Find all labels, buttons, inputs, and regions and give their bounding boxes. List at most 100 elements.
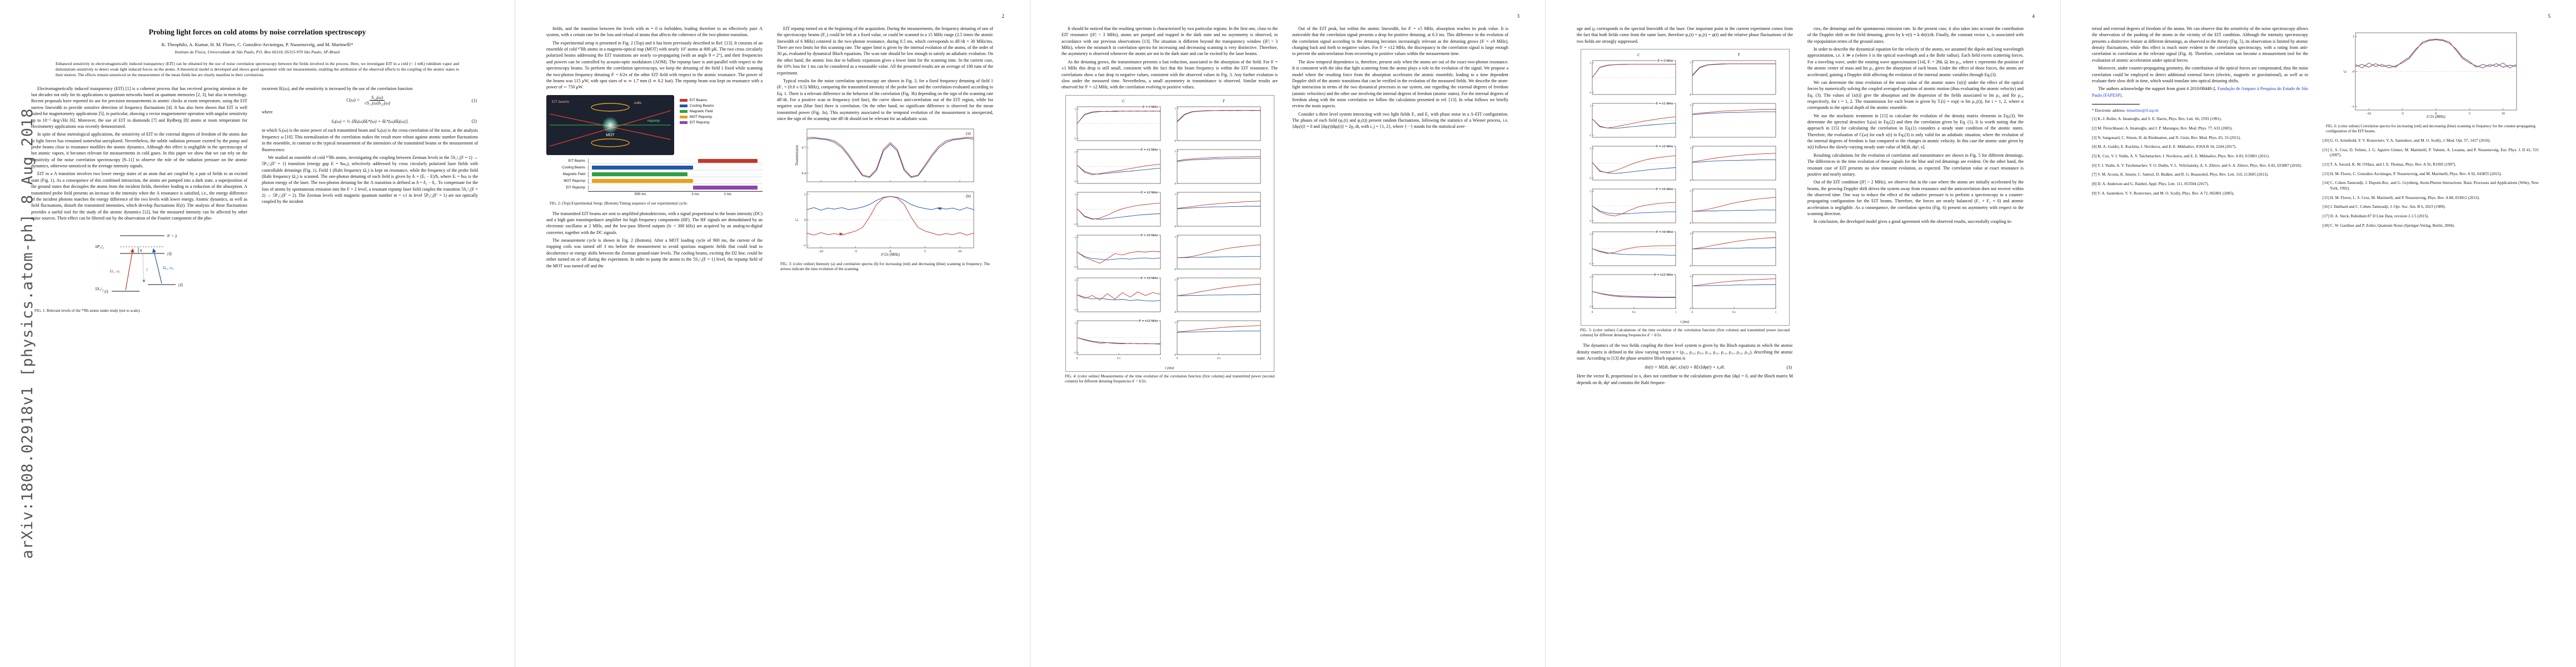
paragraph: cies, the detunings and the spontaneous … bbox=[1807, 26, 2024, 44]
timing-time-axis: 900 ms 3 ms 1 ms bbox=[588, 191, 763, 199]
figure-4: C T -1 1 δ′ = 0 MHz 0 1 -1 1 δ′ = ±1 MHz 0 1 -1 1 δ′ =… bbox=[1062, 94, 1278, 384]
time-axis-label: t (ms) bbox=[1680, 320, 1690, 325]
paragraph: Electromagnetically induced transparency… bbox=[31, 86, 247, 129]
svg-text:1: 1 bbox=[1074, 280, 1076, 282]
mini-panel: -1 1 δ′ = ±1 MHz bbox=[1068, 147, 1164, 188]
repump-label: repump bbox=[647, 119, 660, 123]
svg-text:0: 0 bbox=[1690, 265, 1691, 268]
svg-text:1: 1 bbox=[1174, 107, 1176, 110]
svg-text:Transmission: Transmission bbox=[795, 145, 799, 166]
svg-text:0: 0 bbox=[1691, 311, 1693, 314]
manifold-p-label: 5P₃/₂ bbox=[95, 244, 104, 249]
time-label: 900 ms bbox=[635, 192, 646, 196]
detuning-label: δ′ = ±12 MHz bbox=[1653, 273, 1674, 277]
svg-text:1: 1 bbox=[2353, 35, 2354, 38]
paragraph: age and γᵢⱼ corresponds to the spectral … bbox=[1577, 26, 1793, 44]
time-axis-label: t (ms) bbox=[1165, 366, 1174, 370]
svg-text:1: 1 bbox=[1775, 311, 1776, 314]
correlation-vs-time-panel: -1 1 bbox=[1588, 60, 1676, 95]
eq1-lhs: C(ω) = bbox=[346, 97, 361, 103]
acknowledgments: The authors acknowledge the support from… bbox=[2092, 86, 2308, 98]
svg-text:-1: -1 bbox=[1073, 138, 1076, 141]
legend-color-chip bbox=[680, 115, 687, 118]
timing-row-label: EIT Repump bbox=[566, 186, 585, 190]
paragraph: The transmitted EIT beams are sent to am… bbox=[546, 211, 763, 235]
transmission-vs-time-panel: 01 bbox=[1690, 60, 1776, 97]
page3-col2: Out of the EIT peak, but within the atom… bbox=[1292, 26, 1508, 389]
timing-row: EIT Beams bbox=[546, 158, 763, 165]
legend-label: Magnetic Field bbox=[690, 109, 713, 113]
paragraph: [1] K.-J. Boller, A. Imamoğlu, and S. E.… bbox=[2092, 117, 2222, 122]
svg-text:0: 0 bbox=[1174, 226, 1176, 228]
rabi-1-label: Ω₁, ω₁ bbox=[109, 268, 121, 273]
svg-text:1: 1 bbox=[1159, 357, 1161, 360]
mot-label: MOT bbox=[606, 133, 615, 137]
eq3-body: dx(t) = M[dt, dφ², x]x(t) + B[x]dφ(t) + … bbox=[1645, 365, 1725, 370]
mini-panel: -1 1 δ′ = ±2 MHz bbox=[1068, 190, 1164, 231]
figure-4-caption: FIG. 4: (color online) Measurements of t… bbox=[1065, 374, 1274, 384]
email-link[interactable]: mmartine@if.usp.br bbox=[2126, 108, 2159, 113]
legend-color-chip bbox=[680, 109, 687, 113]
mini-panel: -1 1 δ′ = ±5 MHz bbox=[1583, 186, 1679, 228]
svg-text:0: 0 bbox=[1176, 357, 1178, 360]
level-label-Fprime2: F′ = 2 bbox=[167, 233, 177, 238]
ack-text: The authors acknowledge the support from… bbox=[2098, 86, 2218, 92]
paragraph: Typical results for the noise correlatio… bbox=[777, 78, 993, 122]
svg-text:0.5: 0.5 bbox=[1217, 357, 1220, 360]
svg-text:0: 0 bbox=[1174, 311, 1176, 314]
decay-label: Γ bbox=[146, 268, 148, 272]
svg-text:1: 1 bbox=[1174, 236, 1176, 238]
paragraph: Out of the EIT condition (|δ′| > 2 MHz),… bbox=[1807, 180, 2024, 217]
paragraph: We use the stochastic treatment in [15] … bbox=[1807, 113, 2024, 150]
svg-text:0: 0 bbox=[889, 250, 891, 253]
timing-row: MOT Repump bbox=[546, 178, 763, 185]
detuning-label: δ bbox=[140, 248, 142, 253]
page3-col2-text: Out of the EIT peak, but within the atom… bbox=[1292, 26, 1508, 130]
svg-text:δ′/2π (MHz): δ′/2π (MHz) bbox=[881, 252, 900, 257]
transmission-vs-time-panel: 01 bbox=[1690, 188, 1776, 225]
timing-track bbox=[588, 171, 763, 177]
svg-text:-10: -10 bbox=[2366, 112, 2371, 116]
page-number: 2 bbox=[1001, 13, 1005, 19]
panel-row: -1 1 δ′ = ±2 MHz 0 1 bbox=[1068, 190, 1272, 231]
paragraph: The slow temporal dependence is, therefo… bbox=[1292, 59, 1508, 109]
page2-col1-text-a: fields, and the transition between the l… bbox=[546, 26, 763, 91]
panel-row: -1 1 δ′ = 0 MHz 0 1 bbox=[1583, 58, 1787, 99]
svg-text:0: 0 bbox=[1690, 94, 1691, 97]
paragraph: ternal and external degrees of freedom o… bbox=[2092, 26, 2308, 63]
detuning-label: δ′ = ±12 MHz bbox=[1138, 319, 1159, 323]
legend-label: MOT Repump bbox=[690, 115, 712, 119]
panel-row: -1 1 δ′ = ±9 MHz 0 1 bbox=[1068, 275, 1272, 317]
correlation-vs-time-panel: -1 1 bbox=[1588, 146, 1676, 181]
ack-text-end: . bbox=[2121, 92, 2123, 98]
svg-text:0.5: 0.5 bbox=[1632, 311, 1636, 314]
timing-sequence: EIT Beams Cooling Beams Magnetic Field MOT … bbox=[546, 158, 763, 199]
paragraph: in which Sᵢᵢ(ω) is the noise power of ea… bbox=[262, 128, 478, 152]
mini-panel: 0 0.5 1 0 1 bbox=[1168, 318, 1264, 365]
paragraph: Resulting calculations for the evolution… bbox=[1807, 152, 2024, 177]
figure-1: F′ = 2 |3⟩ |1⟩ |2⟩ Ω₁, ω₁ Ω₂, ω₂ δ Γ 5P₃… bbox=[31, 226, 247, 313]
equation-3: dx(t) = M[dt, dφ², x]x(t) + B[x]dφ(t) + … bbox=[1577, 365, 1793, 370]
paragraph: [10] G. O. Ariunbold, Y. V. Rostovtsev, … bbox=[2323, 138, 2491, 143]
page4-col1-text-c: Here the vector B, proportional to x, do… bbox=[1577, 373, 1793, 386]
fapesp-link[interactable]: Fundação de Amparo à Pesquisa do Estado … bbox=[2092, 86, 2308, 98]
legend-color-chip bbox=[680, 98, 687, 102]
panel-row: -1 1 δ′ = 0 MHz 0 1 bbox=[1068, 104, 1272, 146]
timing-row: Magnetic Field bbox=[546, 171, 763, 178]
experimental-setup-photo: MOT EIT beams repump coils bbox=[546, 94, 674, 155]
transmission-vs-time-panel: 01 bbox=[1174, 149, 1260, 186]
paragraph: [2] M. Fleischhauer, A. Imamoğlu, and J.… bbox=[2092, 126, 2233, 131]
figure-6-caption: FIG. 6: (color online) Correlation spect… bbox=[2326, 124, 2535, 134]
where-word: where bbox=[262, 109, 273, 115]
figure-3-caption: FIG. 3: (color online) Intensity (a) and… bbox=[780, 262, 990, 272]
paragraph: In order to describe the dynamical equat… bbox=[1807, 47, 2024, 77]
paragraph: [9] V. A. Sautenkov, Y. V. Rostovtsev, a… bbox=[2092, 191, 2235, 196]
detuning-label: δ′ = ±1 MHz bbox=[1655, 102, 1674, 106]
eq2-body: Sᵢⱼ(ω) = ½ ⟨δIᵢ(ω)δIⱼ*(ω) + δIᵢ*(ω)δIⱼ(ω… bbox=[331, 119, 408, 125]
mini-panel: -1 1 δ′ = ±9 MHz bbox=[1583, 229, 1679, 271]
